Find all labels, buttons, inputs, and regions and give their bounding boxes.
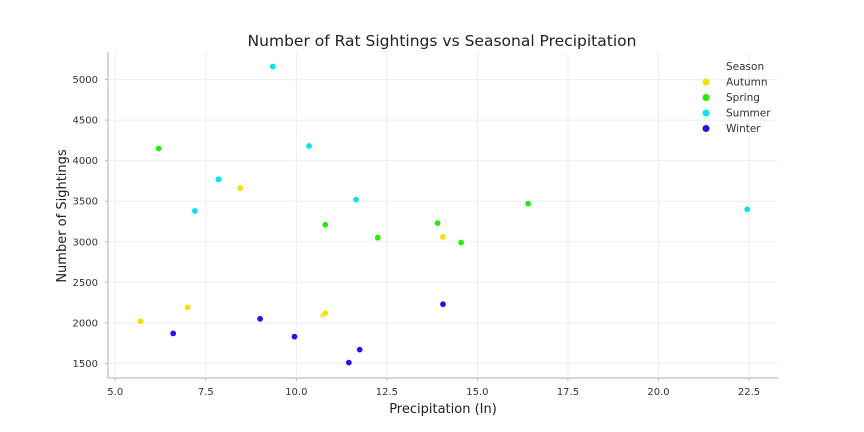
data-point-spring — [321, 221, 329, 229]
data-point-autumn — [321, 309, 329, 317]
data-point-winter — [345, 359, 353, 367]
data-point-autumn — [184, 303, 192, 311]
legend: Season Autumn Spring Summer Winter — [702, 61, 771, 135]
x-tick-label: 5.0 — [107, 387, 123, 398]
data-point-summer — [352, 196, 360, 204]
data-point-autumn — [236, 184, 244, 192]
data-point-winter — [439, 300, 447, 308]
x-tick-label: 20.0 — [647, 387, 669, 398]
data-point-summer — [743, 205, 751, 213]
x-tick-label: 7.5 — [198, 387, 214, 398]
data-point-spring — [374, 234, 382, 242]
legend-marker-spring — [702, 94, 710, 101]
y-tick-label: 3500 — [73, 197, 98, 208]
data-point-autumn — [439, 233, 447, 241]
data-points — [137, 63, 751, 367]
y-tick-label: 4500 — [73, 116, 98, 127]
grid-lines — [108, 52, 778, 378]
data-point-spring — [524, 200, 532, 208]
x-tick-label: 17.5 — [557, 387, 579, 398]
y-tick-label: 4000 — [73, 156, 98, 167]
data-point-summer — [191, 207, 199, 215]
data-point-autumn — [137, 317, 145, 325]
data-point-summer — [269, 63, 277, 71]
y-tick-label: 2000 — [73, 318, 98, 329]
chart-title: Number of Rat Sightings vs Seasonal Prec… — [248, 32, 637, 50]
y-tick-label: 1500 — [73, 359, 98, 370]
y-tick-label: 3000 — [73, 237, 98, 248]
data-point-winter — [291, 333, 299, 341]
data-point-summer — [214, 175, 222, 183]
legend-marker-autumn — [702, 78, 710, 86]
x-axis-title: Precipitation (In) — [389, 402, 497, 417]
legend-label-summer: Summer — [726, 108, 771, 120]
legend-marker-winter — [702, 125, 710, 132]
y-axis-title: Number of Sightings — [55, 149, 70, 283]
data-point-winter — [356, 346, 364, 354]
data-point-spring — [155, 145, 163, 153]
legend-label-spring: Spring — [726, 92, 760, 104]
axis-ticks: 5.0 7.5 10.0 12.5 15.0 17.5 20.0 22.5 1500 2000 25… — [73, 75, 761, 398]
data-point-spring — [457, 239, 465, 247]
x-tick-label: 12.5 — [376, 387, 398, 398]
data-point-winter — [169, 329, 177, 337]
x-tick-label: 10.0 — [285, 387, 307, 398]
x-tick-label: 22.5 — [738, 387, 760, 398]
data-point-summer — [305, 142, 313, 150]
x-tick-label: 15.0 — [466, 387, 488, 398]
data-point-spring — [434, 219, 442, 227]
legend-marker-summer — [702, 109, 710, 117]
legend-title: Season — [726, 61, 764, 73]
legend-label-autumn: Autumn — [726, 77, 768, 89]
legend-label-winter: Winter — [726, 123, 761, 135]
data-point-winter — [256, 315, 264, 323]
y-tick-label: 5000 — [73, 75, 98, 86]
y-tick-label: 2500 — [73, 278, 98, 289]
